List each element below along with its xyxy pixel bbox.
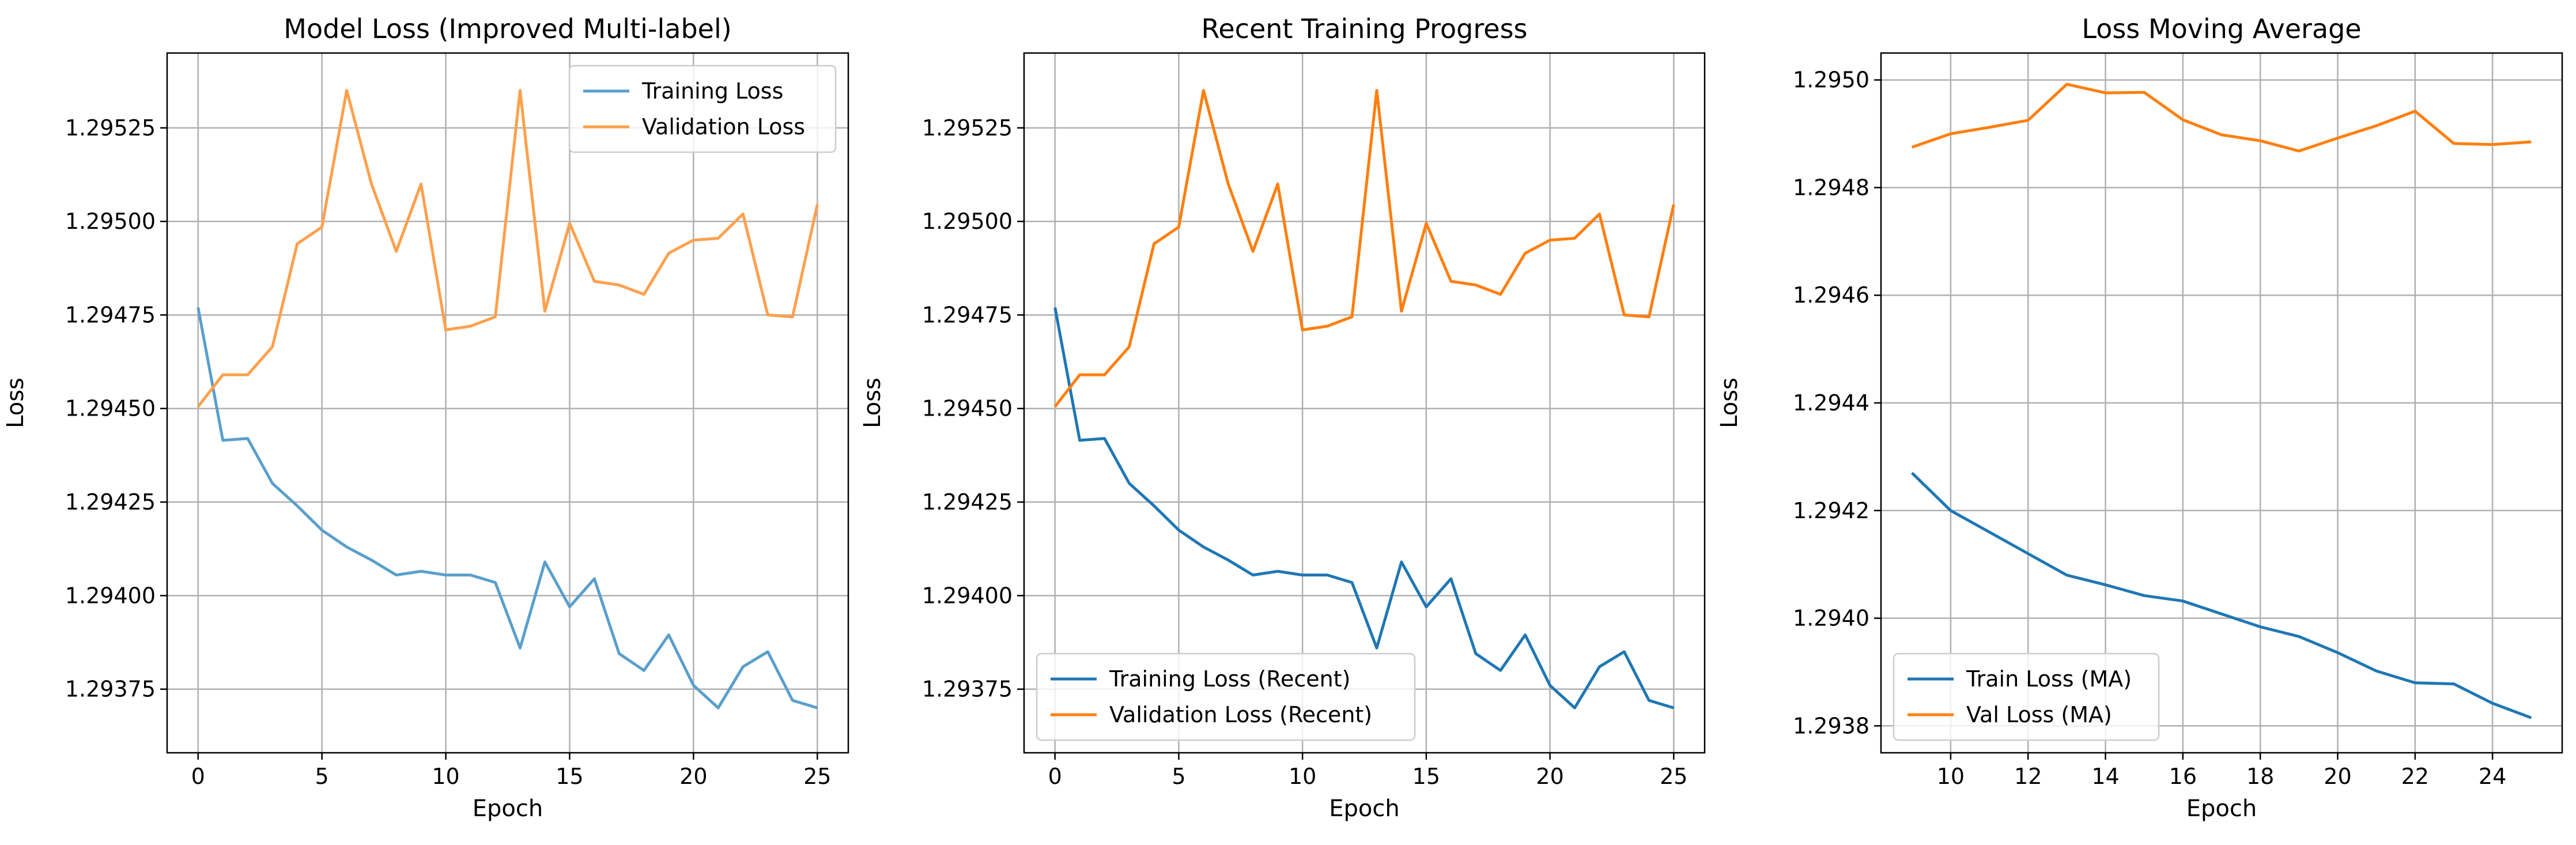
- y-tick-label: 1.29450: [922, 396, 1013, 421]
- legend-label: Training Loss (Recent): [1109, 666, 1350, 692]
- x-tick-label: 24: [2479, 764, 2506, 789]
- x-tick-label: 18: [2246, 764, 2274, 789]
- legend-label: Train Loss (MA): [1966, 666, 2132, 692]
- x-tick-label: 5: [315, 764, 329, 789]
- y-tick-label: 1.29400: [922, 583, 1013, 608]
- y-axis-label: Loss: [1716, 378, 1743, 428]
- chart-panel-2: 0 5 10 15 20 25 1.29375 1.29400 1.29425 1.29450 1.…: [859, 13, 1706, 822]
- chart-panel-1: 0 5 10 15 20 25 1.29375 1.29400 1.29425 1.29450 1.…: [2, 13, 849, 822]
- y-tick-label: 1.29425: [922, 489, 1013, 515]
- x-tick-label: 20: [2324, 764, 2351, 789]
- x-tick-label: 12: [2014, 764, 2042, 789]
- x-tick-label: 5: [1172, 764, 1185, 789]
- legend-box: [1893, 652, 2160, 741]
- legend-label: Training Loss: [641, 78, 783, 104]
- y-tick-label: 1.29475: [65, 302, 156, 327]
- x-axis-label: Epoch: [2186, 795, 2257, 822]
- chart-title: Loss Moving Average: [2082, 13, 2361, 44]
- series-line-2: [1911, 82, 2532, 153]
- x-tick-label: 14: [2091, 764, 2119, 789]
- legend-label: Validation Loss: [642, 114, 805, 139]
- y-tick-label: 1.29450: [65, 396, 156, 421]
- legend-box: [1036, 652, 1416, 741]
- y-tick-label: 1.29525: [922, 115, 1013, 141]
- chart-title: Recent Training Progress: [1201, 13, 1527, 44]
- y-tick-label: 1.29475: [922, 302, 1013, 327]
- x-tick-label: 25: [803, 764, 831, 789]
- x-tick-label: 22: [2401, 764, 2429, 789]
- x-tick-label: 15: [556, 764, 583, 789]
- x-tick-label: 16: [2169, 764, 2197, 789]
- x-tick-label: 20: [679, 764, 707, 789]
- plot-frame: [1023, 52, 1706, 754]
- y-tick-label: 1.2946: [1793, 282, 1869, 308]
- y-tick-label: 1.2940: [1793, 606, 1869, 631]
- y-tick-label: 1.29375: [922, 677, 1013, 702]
- series-line-1: [1053, 307, 1675, 710]
- y-tick-label: 1.29500: [65, 209, 156, 234]
- series-line-2: [197, 89, 819, 408]
- y-tick-label: 1.29425: [65, 489, 156, 515]
- y-tick-label: 1.2938: [1793, 713, 1869, 738]
- y-axis-label: Loss: [2, 378, 29, 428]
- x-tick-label: 15: [1412, 764, 1440, 789]
- y-tick-label: 1.2942: [1793, 498, 1869, 523]
- x-tick-label: 10: [1289, 764, 1316, 789]
- y-axis-label: Loss: [859, 378, 886, 428]
- x-tick-label: 0: [191, 764, 205, 789]
- y-tick-label: 1.29525: [65, 115, 156, 141]
- y-tick-label: 1.2944: [1793, 390, 1869, 416]
- legend: Training Loss Validation Loss: [568, 65, 837, 153]
- chart-title: Model Loss (Improved Multi-label): [284, 13, 731, 44]
- x-tick-label: 20: [1536, 764, 1563, 789]
- y-tick-label: 1.2948: [1793, 175, 1869, 200]
- legend-label: Validation Loss (Recent): [1109, 702, 1372, 727]
- chart-panel-3: 10 12 14 16 18 20 22 24 1.2938 1.2940 1.2942 1.2944…: [1716, 13, 2563, 822]
- legend: Train Loss (MA) Val Loss (MA): [1893, 652, 2160, 741]
- y-tick-label: 1.2950: [1793, 67, 1869, 93]
- x-axis-label: Epoch: [1329, 795, 1399, 822]
- legend: Training Loss (Recent) Validation Loss (R…: [1036, 652, 1416, 741]
- y-tick-label: 1.29400: [65, 583, 156, 608]
- series-line-1: [1910, 471, 2532, 719]
- series-line-2: [1053, 89, 1675, 408]
- x-tick-label: 0: [1048, 764, 1062, 789]
- legend-label: Val Loss (MA): [1966, 702, 2112, 727]
- y-tick-label: 1.29375: [65, 677, 156, 702]
- x-tick-label: 10: [1937, 764, 1965, 789]
- legend-box: [568, 65, 837, 153]
- plot-frame: [166, 52, 849, 754]
- x-axis-label: Epoch: [473, 795, 543, 822]
- x-tick-label: 25: [1660, 764, 1687, 789]
- x-tick-label: 10: [432, 764, 459, 789]
- y-tick-label: 1.29500: [922, 209, 1013, 234]
- series-line-1: [197, 307, 818, 710]
